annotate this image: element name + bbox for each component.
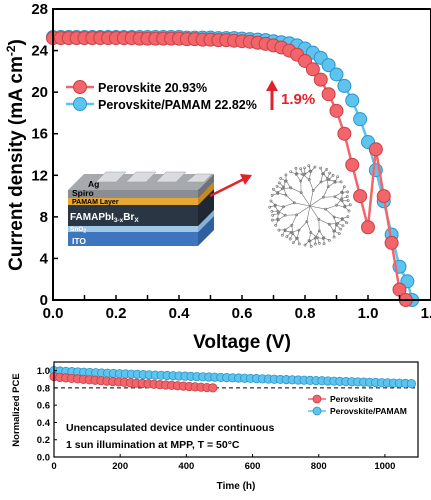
jv-x-tick-label: 0.0 [43,305,64,322]
jv-point-pamam [329,67,344,82]
jv-point-perovskite [384,235,399,250]
jv-x-axis-label: Voltage (V) [193,332,291,353]
jv-x-tick-label: 0.8 [295,305,316,322]
jv-x-tick-label: 0.2 [106,305,127,322]
jv-point-perovskite [321,87,336,102]
jv-y-tick-label: 4 [40,250,49,267]
stability-x-axis-label: Time (h) [217,481,256,492]
jv-y-tick-label: 20 [31,84,48,101]
jv-y-tick-label: 12 [31,167,48,184]
stability-x-tick-label: 800 [311,461,327,472]
stability-y-tick-label: 0.2 [37,435,50,446]
jv-legend: Perovskite 20.93% Perovskite/PAMAM 22.82… [66,80,257,112]
jv-y-tick-label: 16 [31,126,48,143]
stability-point-pamam [406,378,416,389]
jv-chart: 0.0 0.2 0.4 0.6 0.8 1.0 1.2 0 4 8 12 16 20 24 28 Volta… [4,1,431,353]
layer-label-spiro: Spiro [72,188,94,198]
stability-chart: 0 200 400 600 800 1000 0.0 0.2 0.4 0.6 0.8 1.0 Time… [11,361,419,492]
jv-y-tick-label: 8 [40,209,48,226]
legend-label-pamam: Perovskite/PAMAM 22.82% [98,98,257,112]
stability-y-tick-label: 1.0 [37,366,50,377]
jv-point-pamam [345,93,360,108]
stability-legend-item-perovskite: Perovskite [308,394,373,404]
stability-plot-frame [53,361,419,458]
jv-line-pamam [53,35,414,301]
jv-point-perovskite [337,126,352,141]
up-arrow-head-icon [266,80,278,91]
pamam-dendrimer-structure-icon [268,164,352,248]
stability-x-tick-label: 400 [178,461,194,472]
stability-y-axis-label: Normalized PCE [11,373,22,446]
stability-x-tick-label: 200 [112,461,128,472]
stability-y-tick-label: 0.6 [37,401,50,412]
stability-y-tick-label: 0.0 [37,453,50,464]
jv-point-perovskite [329,103,344,118]
layer-label-pamam: PAMAM Layer [72,199,119,206]
layer-label-absorber: FAMAPbI3-xBrX [70,212,139,224]
legend-item-perovskite: Perovskite 20.93% [66,80,207,95]
layer-label-ito: ITO [72,236,86,246]
jv-y-axis-label: Current density (mA cm-2) [4,39,27,271]
layer-label-ag: Ag [88,179,99,189]
stability-annotation-line1: Unencapsulated device under continuous [66,422,274,434]
legend-marker-perovskite [73,80,87,94]
stability-legend-item-pamam: Perovskite/PAMAM [308,406,407,416]
efficiency-gain-label: 1.9% [281,91,315,108]
jv-point-pamam [321,58,336,73]
stability-legend-label-perovskite: Perovskite [330,394,373,404]
jv-point-perovskite [376,189,391,204]
jv-y-tick-label: 28 [31,1,48,18]
jv-y-tick-label: 0 [40,292,48,309]
jv-point-perovskite [353,189,368,204]
stability-legend: Perovskite Perovskite/PAMAM [308,394,407,416]
jv-x-tick-label: 1.0 [358,305,379,322]
stability-y-tick-label: 0.4 [37,418,51,429]
stability-annotation-line2: 1 sun illumination at MPP, T = 50°C [66,439,240,451]
jv-point-perovskite [361,220,375,235]
jv-point-perovskite [305,62,320,77]
jv-point-perovskite [345,157,360,172]
legend-marker-pamam [73,97,87,111]
device-stack-illustration: Ag Spiro PAMAM Layer FAMAPbI3-xBrX SnO2 … [68,171,214,246]
layer-label-sno2: SnO2 [70,226,86,235]
stability-x-tick-label: 0 [51,461,56,472]
stability-y-tick-label: 0.8 [37,383,50,394]
jv-x-tick-label: 0.6 [232,305,253,322]
jv-x-tick-label: 0.4 [169,305,191,322]
jv-point-perovskite [313,72,328,87]
jv-point-pamam [353,112,368,127]
efficiency-gain-annotation: 1.9% [266,80,315,110]
stability-x-tick-label: 600 [245,461,261,472]
stability-x-tick-label: 1000 [374,461,395,472]
jv-y-tick-label: 24 [31,43,48,60]
jv-point-pamam [337,78,352,93]
stability-point-perovskite [208,383,218,393]
jv-x-tick-label: 1.2 [421,305,431,322]
legend-item-pamam: Perovskite/PAMAM 22.82% [66,97,257,112]
stability-legend-label-pamam: Perovskite/PAMAM [330,406,407,416]
pointer-arrow-icon [209,174,252,198]
legend-label-perovskite: Perovskite 20.93% [98,81,207,95]
jv-point-perovskite [368,142,383,157]
